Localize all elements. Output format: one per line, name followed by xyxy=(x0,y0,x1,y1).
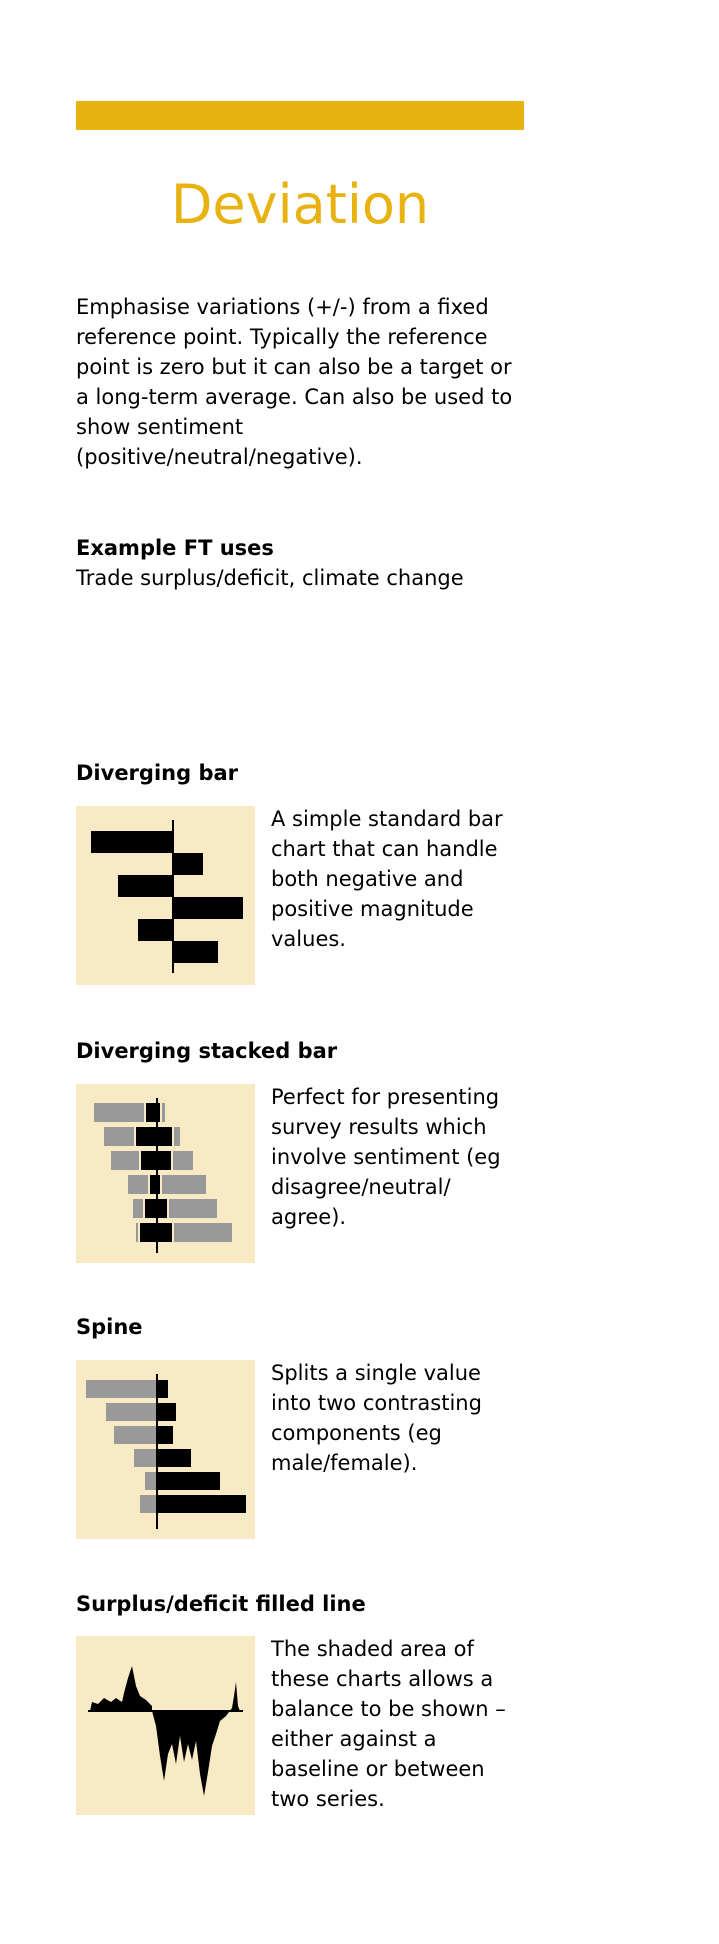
example-uses-heading: Example FT uses xyxy=(76,536,274,560)
section-title-diverging-stacked-bar: Diverging stacked bar xyxy=(76,1039,338,1063)
spine-icon xyxy=(76,1360,255,1539)
description-surplus-deficit-filled-line: The shaded area of these charts allows a… xyxy=(271,1637,506,1811)
section-title-surplus-deficit-filled-line: Surplus/deficit filled line xyxy=(76,1592,366,1616)
diverging-stacked-bar-icon xyxy=(76,1084,255,1263)
description-diverging-bar: A simple standard bar chart that can han… xyxy=(271,807,503,951)
description-diverging-stacked-bar: Perfect for presenting survey results wh… xyxy=(271,1085,501,1229)
diverging-bar-icon xyxy=(76,806,255,985)
section-title-diverging-bar: Diverging bar xyxy=(76,761,239,785)
page-title: Deviation xyxy=(170,173,430,236)
intro-text: Emphasise variations (+/-) from a fixed … xyxy=(76,295,513,469)
section-title-spine: Spine xyxy=(76,1315,143,1339)
accent-bar xyxy=(76,101,524,130)
example-uses-text: Trade surplus/deficit, climate change xyxy=(76,566,464,590)
description-spine: Splits a single value into two contrasti… xyxy=(271,1361,482,1475)
surplus-deficit-filled-line-icon xyxy=(76,1636,255,1815)
